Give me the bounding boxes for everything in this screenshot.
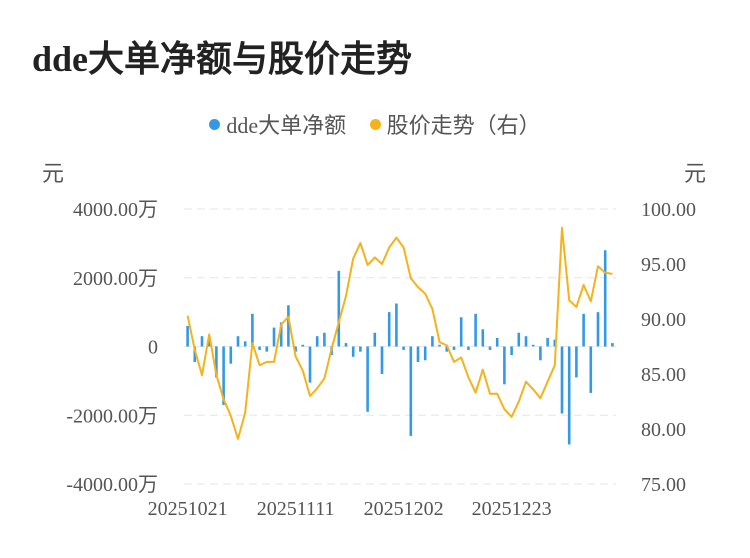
legend-dot-price bbox=[369, 119, 381, 130]
bar[interactable] bbox=[243, 341, 247, 347]
bar[interactable] bbox=[279, 322, 283, 347]
bar[interactable] bbox=[510, 346, 513, 356]
bar[interactable] bbox=[337, 270, 341, 347]
bar[interactable] bbox=[517, 332, 521, 347]
bar[interactable] bbox=[589, 346, 593, 393]
bar[interactable] bbox=[315, 336, 319, 347]
line-series-price bbox=[186, 226, 613, 440]
left-axis-tick-label: 4000.00万 bbox=[73, 199, 158, 221]
chart-title: dde大单净额与股价走势 bbox=[32, 39, 413, 79]
bar[interactable] bbox=[603, 250, 607, 347]
bar[interactable] bbox=[193, 346, 197, 362]
bar[interactable] bbox=[495, 337, 499, 347]
bar[interactable] bbox=[308, 346, 312, 383]
bar[interactable] bbox=[366, 346, 369, 412]
bar[interactable] bbox=[452, 346, 456, 350]
bar[interactable] bbox=[251, 313, 254, 347]
bar[interactable] bbox=[236, 336, 240, 347]
bar[interactable] bbox=[359, 346, 362, 352]
price-line[interactable] bbox=[186, 226, 613, 440]
bar[interactable] bbox=[611, 343, 614, 347]
left-axis-unit: 元 bbox=[42, 161, 65, 186]
x-axis-ticks: 20251021 20251111 20251202 20251223 bbox=[148, 498, 552, 520]
bar[interactable] bbox=[524, 336, 528, 347]
right-axis-tick-label: 95.00 bbox=[641, 254, 686, 276]
right-axis-tick-label: 100.00 bbox=[641, 199, 696, 221]
right-axis-tick-label: 85.00 bbox=[641, 364, 686, 386]
left-axis-tick-label: -2000.00万 bbox=[66, 405, 158, 427]
x-axis-tick-label: 20251223 bbox=[472, 498, 552, 520]
right-axis-tick-label: 75.00 bbox=[641, 474, 686, 496]
bar[interactable] bbox=[553, 339, 557, 347]
left-axis-ticks: 4000.00万 2000.00万 0 -2000.00万 -4000.00万 bbox=[66, 199, 158, 496]
bar[interactable] bbox=[416, 346, 420, 362]
left-axis-tick-label: -4000.00万 bbox=[66, 474, 158, 496]
bar[interactable] bbox=[459, 317, 463, 347]
bar[interactable] bbox=[207, 337, 211, 347]
bar[interactable] bbox=[200, 336, 204, 347]
bar[interactable] bbox=[301, 344, 305, 347]
bar[interactable] bbox=[294, 346, 297, 352]
bar[interactable] bbox=[323, 332, 326, 347]
bar[interactable] bbox=[431, 336, 434, 347]
bar[interactable] bbox=[387, 312, 391, 347]
x-axis-tick-label: 20251021 bbox=[148, 498, 228, 520]
bar[interactable] bbox=[409, 346, 413, 436]
bar[interactable] bbox=[373, 332, 377, 347]
bar[interactable] bbox=[229, 346, 233, 364]
bar[interactable] bbox=[560, 346, 564, 414]
legend-label-price: 股价走势（右） bbox=[386, 113, 541, 138]
left-axis-tick-label: 0 bbox=[148, 337, 158, 359]
bar[interactable] bbox=[539, 346, 542, 361]
bar[interactable] bbox=[567, 346, 571, 445]
bar-series-dde bbox=[186, 250, 614, 445]
legend-dot-dde bbox=[209, 119, 221, 130]
right-axis-ticks: 100.00 95.00 90.00 85.00 80.00 75.00 bbox=[641, 199, 696, 496]
bar[interactable] bbox=[423, 346, 427, 361]
bar[interactable] bbox=[531, 344, 535, 347]
legend: dde大单净额 股价走势（右） bbox=[0, 108, 750, 140]
left-axis-tick-label: 2000.00万 bbox=[73, 268, 158, 290]
bar[interactable] bbox=[503, 346, 506, 385]
right-axis-tick-label: 80.00 bbox=[641, 419, 686, 441]
bar[interactable] bbox=[344, 343, 348, 347]
x-axis-tick-label: 20251202 bbox=[364, 498, 444, 520]
bar[interactable] bbox=[445, 346, 449, 352]
bar[interactable] bbox=[582, 313, 585, 347]
grid-lines bbox=[184, 208, 616, 485]
bar[interactable] bbox=[596, 312, 600, 347]
bar[interactable] bbox=[215, 346, 218, 378]
bar[interactable] bbox=[488, 346, 492, 350]
bar[interactable] bbox=[474, 313, 477, 347]
bar[interactable] bbox=[402, 346, 405, 350]
right-axis-unit: 元 bbox=[684, 161, 707, 186]
legend-label-dde: dde大单净额 bbox=[226, 113, 347, 138]
bar[interactable] bbox=[395, 303, 398, 347]
bar[interactable] bbox=[438, 344, 441, 347]
bar[interactable] bbox=[481, 329, 485, 347]
bar[interactable] bbox=[380, 346, 384, 375]
right-axis-tick-label: 90.00 bbox=[641, 309, 686, 331]
bar[interactable] bbox=[222, 346, 225, 405]
bar[interactable] bbox=[265, 346, 269, 352]
x-axis-tick-label: 20251111 bbox=[257, 498, 335, 520]
bar[interactable] bbox=[287, 305, 290, 347]
bar[interactable] bbox=[467, 346, 470, 350]
bar[interactable] bbox=[575, 346, 578, 378]
bar[interactable] bbox=[186, 325, 189, 347]
legend-item-dde[interactable]: dde大单净额 bbox=[209, 108, 346, 140]
bar[interactable] bbox=[272, 327, 276, 347]
legend-item-price[interactable]: 股价走势（右） bbox=[369, 108, 541, 140]
bar[interactable] bbox=[258, 346, 261, 350]
bar[interactable] bbox=[546, 337, 549, 347]
bar[interactable] bbox=[351, 346, 355, 357]
